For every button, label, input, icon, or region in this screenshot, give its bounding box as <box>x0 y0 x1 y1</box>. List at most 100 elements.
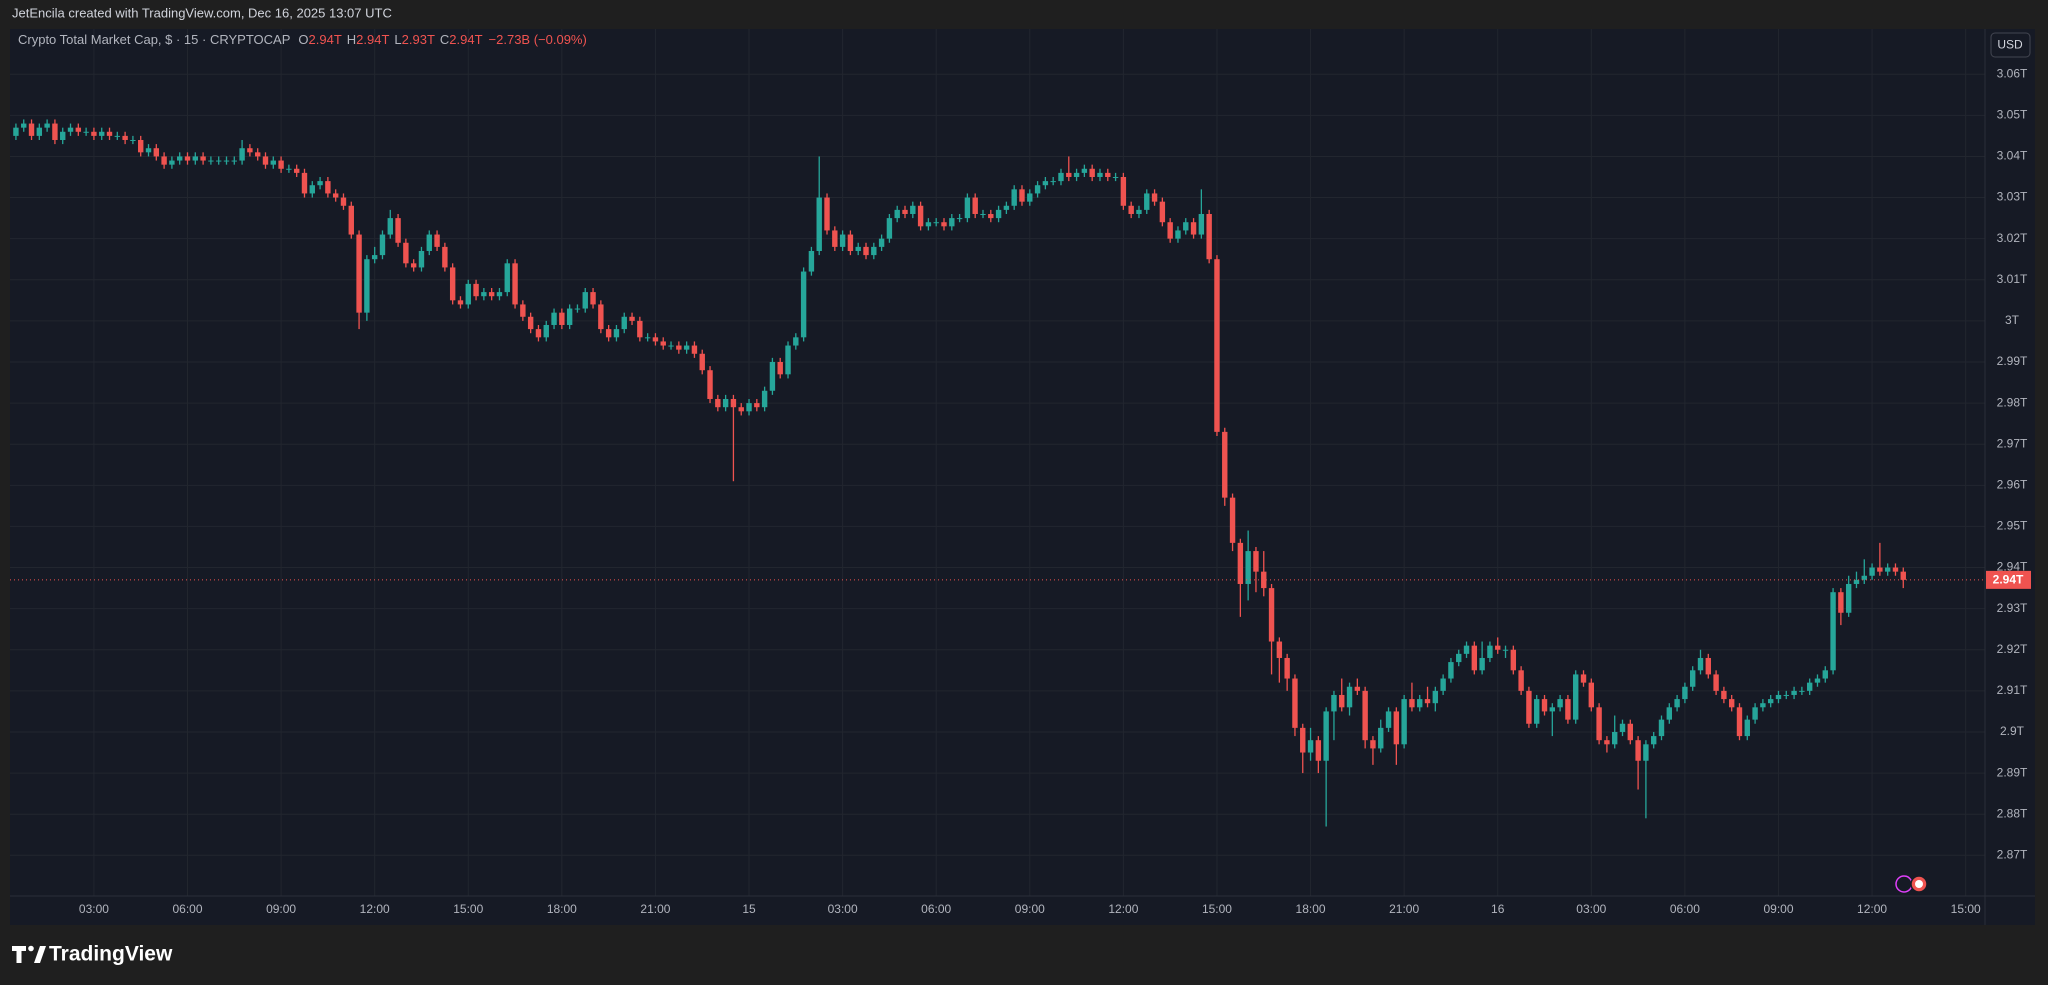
legend-key: L <box>394 32 401 47</box>
price-label: 2.94T <box>1993 573 2024 587</box>
candle-body <box>754 403 760 408</box>
candle-body <box>1190 222 1197 235</box>
legend-value: 2.94T <box>449 32 482 47</box>
candle-body <box>169 160 175 165</box>
candle-body <box>808 250 815 272</box>
candle-body <box>52 123 58 140</box>
x-tick-label: 03:00 <box>79 902 109 916</box>
candle-body <box>1495 645 1501 650</box>
candle-body <box>941 222 947 227</box>
x-tick-label: 09:00 <box>1015 902 1045 916</box>
candle-body <box>761 390 768 408</box>
x-tick-label: 15:00 <box>1202 902 1232 916</box>
y-tick-label: 2.89T <box>1997 765 2028 779</box>
candle-body <box>1112 176 1119 178</box>
candle-body <box>559 312 565 325</box>
candle-body <box>1237 542 1244 584</box>
candle-body <box>496 292 503 297</box>
candle-body <box>520 304 526 317</box>
x-tick-label: 06:00 <box>1670 902 1700 916</box>
candle-body <box>473 283 479 297</box>
candle-body <box>1354 686 1361 691</box>
candle-body <box>746 403 752 412</box>
price-label-box <box>1986 570 2031 589</box>
candle-body <box>434 234 440 247</box>
candle-body <box>621 316 627 330</box>
candle-body <box>442 246 448 268</box>
candle-body <box>535 329 542 338</box>
x-tick-label: 18:00 <box>1296 902 1326 916</box>
y-tick-label: 3.01T <box>1997 272 2028 286</box>
y-tick-label: 3.03T <box>1997 190 2028 204</box>
candle-body <box>980 213 986 215</box>
candle-body <box>309 185 315 194</box>
candle-body <box>972 197 978 214</box>
candle-body <box>878 238 885 247</box>
candle-body <box>1471 645 1478 671</box>
candle-body <box>1448 662 1454 679</box>
x-tick-label: 09:00 <box>1763 902 1793 916</box>
candle-body <box>1728 699 1735 708</box>
candle-body <box>1635 740 1641 761</box>
candle-body <box>262 156 269 165</box>
candle-body <box>504 263 510 293</box>
candle-body <box>286 168 292 170</box>
candle-body <box>1339 694 1345 708</box>
candle-body <box>1721 690 1727 700</box>
y-tick-label: 2.88T <box>1997 806 2028 820</box>
candle-body <box>278 160 284 169</box>
candle-body <box>1058 172 1064 182</box>
legend-value: 2.94T <box>356 32 389 47</box>
currency: USD <box>1997 38 2023 52</box>
y-tick-label: 2.96T <box>1997 477 2028 491</box>
candle-body <box>1253 551 1259 572</box>
candle-body <box>676 345 682 350</box>
candle-body <box>1300 727 1306 753</box>
candle-body <box>1697 657 1704 671</box>
candle-body <box>1845 583 1852 613</box>
candle-body <box>582 292 588 309</box>
candle-body <box>1456 653 1462 663</box>
candle-body <box>1222 431 1228 498</box>
candle-body <box>590 292 596 305</box>
candle-body <box>270 160 276 165</box>
candle-body <box>1775 694 1782 700</box>
y-tick-label: 3.06T <box>1997 66 2028 80</box>
y-tick-label: 3.02T <box>1997 231 2028 245</box>
candle-body <box>902 209 908 214</box>
candle-body <box>1034 185 1041 194</box>
candle-body <box>660 341 666 346</box>
currency-box[interactable] <box>1990 32 2031 58</box>
candle-body <box>1892 567 1899 572</box>
candle-body <box>145 148 152 153</box>
y-tick-label: 2.93T <box>1997 601 2028 615</box>
event-icon-flag <box>1915 880 1923 888</box>
candle-body <box>769 361 776 391</box>
candle-body <box>449 267 456 301</box>
x-tick-label: 09:00 <box>266 902 296 916</box>
candle-body <box>1385 711 1392 728</box>
candle-body <box>1097 172 1103 177</box>
x-tick-label: 15:00 <box>453 902 483 916</box>
y-tick-label: 3.04T <box>1997 149 2028 163</box>
candle-body <box>364 259 370 313</box>
candle-body <box>208 160 214 162</box>
candle-body <box>995 209 1002 219</box>
candle-body <box>1884 567 1891 572</box>
candle-body <box>1120 176 1127 206</box>
candle-body <box>1003 205 1010 210</box>
candle-body <box>644 337 651 339</box>
candle-body <box>1689 670 1696 687</box>
candle-body <box>1323 711 1329 761</box>
candle-body <box>325 181 331 194</box>
candle-body <box>1331 694 1337 712</box>
candle-body <box>1432 690 1439 704</box>
y-tick-label: 2.87T <box>1997 847 2028 861</box>
candle-body <box>1674 699 1680 708</box>
candle-body <box>699 353 705 371</box>
candle-body <box>21 123 27 128</box>
x-tick-label: 03:00 <box>828 902 858 916</box>
candle-body <box>1261 571 1267 589</box>
x-tick-label: 21:00 <box>1389 902 1419 916</box>
